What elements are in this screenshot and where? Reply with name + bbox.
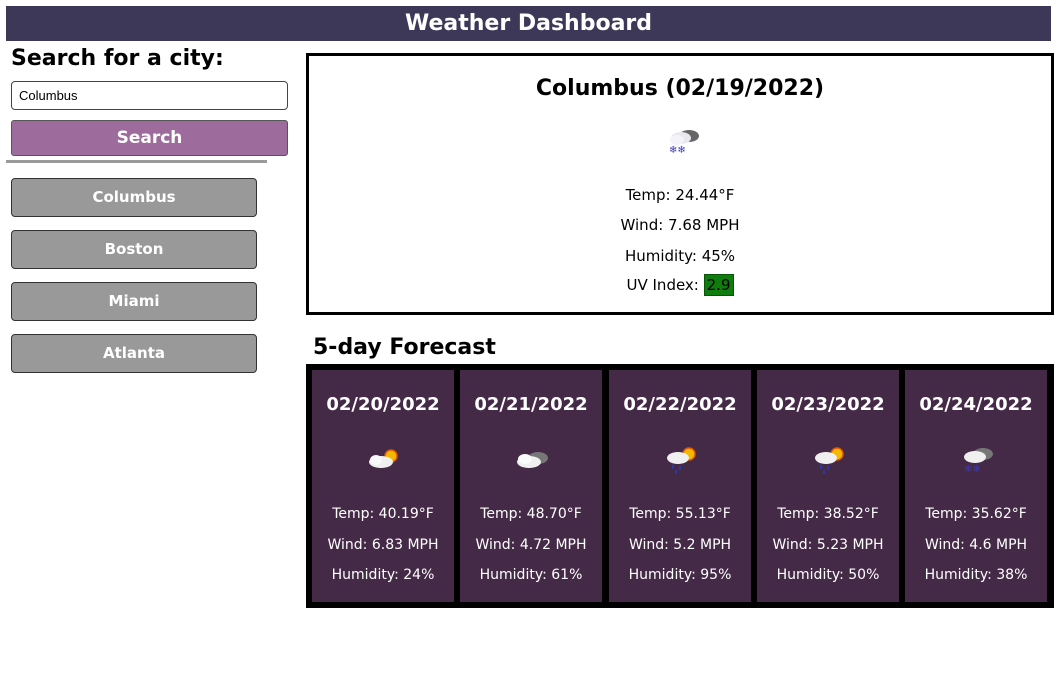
uv-index-badge: 2.9 (703, 274, 734, 296)
forecast-panel: 02/20/2022 Temp: 40.19°F Wind: 6.83 MPH … (306, 364, 1054, 608)
cloudy-icon (512, 444, 552, 476)
forecast-day-card: 02/24/2022 ❄❄ Temp: 35.62°F Wind: 4.6 MP… (905, 370, 1047, 602)
rain-sun-icon (661, 444, 701, 476)
search-button[interactable]: Search (11, 120, 288, 156)
history-button-boston[interactable]: Boston (11, 230, 257, 269)
forecast-temp: Temp: 55.13°F (629, 506, 731, 522)
page-header: Weather Dashboard (6, 6, 1051, 41)
current-uv-row: UV Index: 2.9 (309, 274, 1051, 296)
svg-text:❄❄: ❄❄ (964, 464, 981, 475)
forecast-day-card: 02/22/2022 Temp: 55.13°F Wind: 5.2 MPH H… (609, 370, 751, 602)
rain-sun-icon (809, 444, 849, 476)
current-weather-card: Columbus (02/19/2022) ❄❄ Temp: 24.44°F W… (306, 53, 1054, 315)
forecast-date: 02/24/2022 (919, 394, 1033, 415)
forecast-temp: Temp: 40.19°F (332, 506, 434, 522)
current-wind: Wind: 7.68 MPH (620, 216, 740, 234)
snow-cloud-icon: ❄❄ (957, 444, 997, 476)
search-heading: Search for a city: (11, 46, 224, 71)
history-button-columbus[interactable]: Columbus (11, 178, 257, 217)
page-title: Weather Dashboard (404, 11, 653, 36)
forecast-humidity: Humidity: 95% (628, 567, 732, 583)
forecast-humidity: Humidity: 61% (479, 567, 583, 583)
forecast-date: 02/22/2022 (623, 394, 737, 415)
forecast-humidity: Humidity: 38% (924, 567, 1028, 583)
forecast-temp: Temp: 35.62°F (925, 506, 1027, 522)
forecast-date: 02/20/2022 (326, 394, 440, 415)
snow-cloud-icon: ❄❄ (663, 126, 703, 158)
forecast-wind: Wind: 6.83 MPH (327, 537, 439, 553)
forecast-humidity: Humidity: 50% (776, 567, 880, 583)
history-button-atlanta[interactable]: Atlanta (11, 334, 257, 373)
forecast-humidity: Humidity: 24% (331, 567, 435, 583)
forecast-day-card: 02/21/2022 Temp: 48.70°F Wind: 4.72 MPH … (460, 370, 602, 602)
current-humidity: Humidity: 45% (624, 247, 736, 265)
forecast-heading: 5-day Forecast (313, 335, 496, 360)
current-city-title: Columbus (02/19/2022) (535, 76, 825, 101)
forecast-date: 02/21/2022 (474, 394, 588, 415)
forecast-temp: Temp: 38.52°F (777, 506, 879, 522)
forecast-wind: Wind: 5.2 MPH (628, 537, 732, 553)
sidebar-divider (6, 160, 267, 163)
forecast-wind: Wind: 4.6 MPH (924, 537, 1028, 553)
forecast-temp: Temp: 48.70°F (480, 506, 582, 522)
history-button-miami[interactable]: Miami (11, 282, 257, 321)
forecast-day-card: 02/20/2022 Temp: 40.19°F Wind: 6.83 MPH … (312, 370, 454, 602)
sun-behind-cloud-icon (364, 444, 404, 476)
forecast-day-card: 02/23/2022 Temp: 38.52°F Wind: 5.23 MPH … (757, 370, 899, 602)
forecast-wind: Wind: 5.23 MPH (772, 537, 884, 553)
city-search-input[interactable] (11, 81, 288, 110)
current-temp: Temp: 24.44°F (625, 186, 735, 204)
forecast-date: 02/23/2022 (771, 394, 885, 415)
uv-label: UV Index: (626, 276, 699, 294)
svg-text:❄❄: ❄❄ (669, 145, 686, 156)
forecast-wind: Wind: 4.72 MPH (475, 537, 587, 553)
